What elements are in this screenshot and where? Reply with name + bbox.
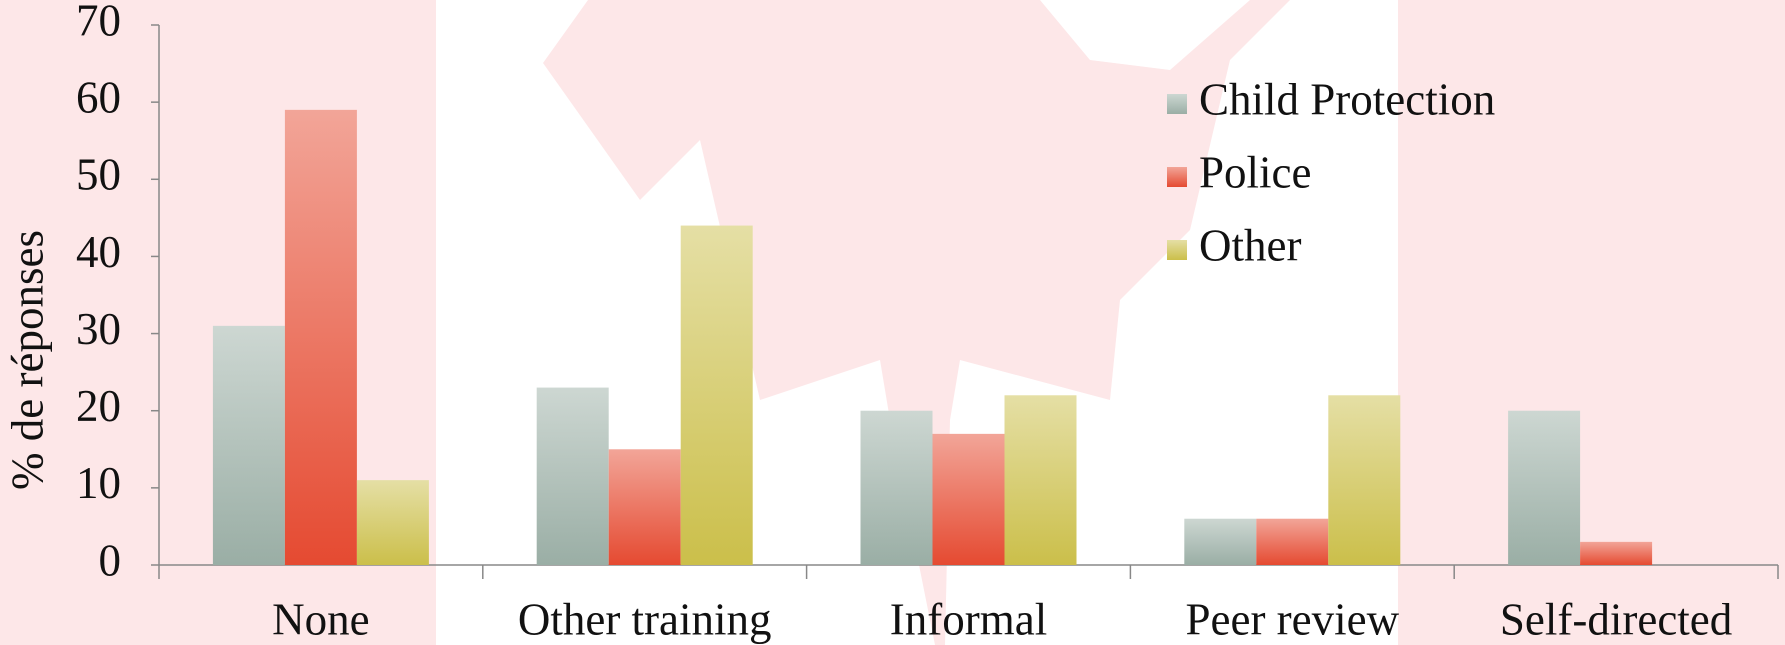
y-tick-label: 40 bbox=[76, 227, 121, 277]
y-tick-label: 50 bbox=[76, 150, 121, 200]
bar bbox=[284, 109, 357, 565]
legend-swatch bbox=[1167, 240, 1187, 260]
bar bbox=[860, 410, 933, 565]
bar bbox=[608, 449, 681, 565]
bar bbox=[356, 480, 429, 565]
y-axis-label: % de réponses bbox=[2, 230, 52, 490]
bar bbox=[536, 387, 609, 565]
y-tick-label: 70 bbox=[76, 0, 121, 45]
y-tick-label: 20 bbox=[76, 381, 121, 431]
legend-label: Child Protection bbox=[1199, 74, 1495, 124]
bar bbox=[1328, 395, 1401, 565]
legend-label: Police bbox=[1199, 147, 1311, 197]
bar bbox=[1184, 518, 1257, 565]
x-tick-label: Other training bbox=[518, 594, 772, 644]
y-tick-label: 60 bbox=[76, 72, 121, 122]
x-tick-label: Peer review bbox=[1185, 594, 1399, 644]
legend-label: Other bbox=[1199, 220, 1301, 270]
bar bbox=[680, 225, 753, 566]
bar bbox=[212, 325, 285, 565]
legend-swatch bbox=[1167, 167, 1187, 187]
bar bbox=[932, 433, 1005, 565]
x-tick-label: None bbox=[272, 594, 369, 644]
bar bbox=[1256, 518, 1329, 565]
bar bbox=[1508, 410, 1581, 565]
bar bbox=[1580, 541, 1653, 565]
bar bbox=[1004, 395, 1077, 565]
maple-leaf bbox=[543, 0, 1290, 645]
legend-swatch bbox=[1167, 94, 1187, 114]
x-tick-label: Self-directed bbox=[1500, 594, 1732, 644]
y-tick-label: 0 bbox=[99, 535, 122, 585]
y-tick-label: 30 bbox=[76, 304, 121, 354]
y-tick-label: 10 bbox=[76, 458, 121, 508]
x-tick-label: Informal bbox=[890, 594, 1047, 644]
